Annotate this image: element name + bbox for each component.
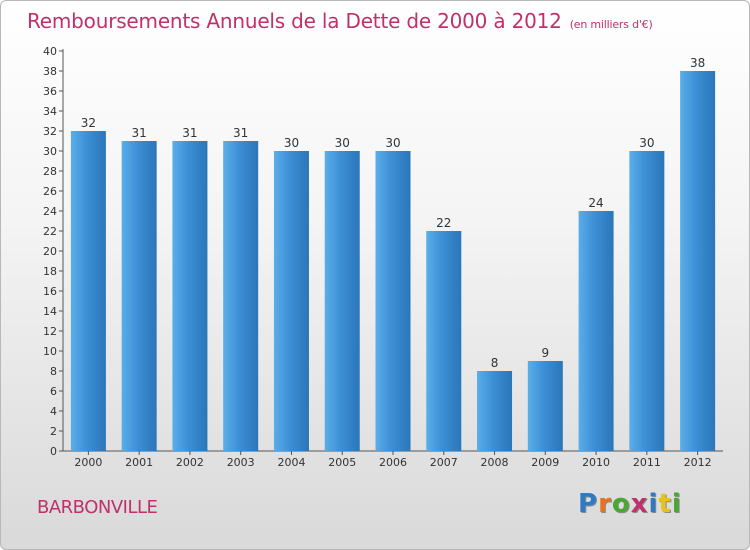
y-tick-label: 18 — [43, 265, 57, 278]
chart-subtitle: (en milliers d'€) — [569, 18, 653, 31]
x-tick-label: 2003 — [227, 456, 255, 469]
bar — [273, 151, 309, 451]
y-tick-label: 2 — [50, 425, 57, 438]
chart-labels: 2000 32 2001 31 2002 31 2003 31 2004 30 2005 30 2006… — [74, 56, 711, 469]
bar — [527, 361, 563, 451]
bar — [172, 141, 208, 451]
chart-title-text: Remboursements Annuels de la Dette de 20… — [27, 9, 562, 33]
y-tick-label: 0 — [50, 445, 57, 458]
y-tick-label: 14 — [43, 305, 57, 318]
x-tick-label: 2012 — [684, 456, 712, 469]
data-label: 31 — [132, 126, 147, 140]
y-tick-label: 32 — [43, 125, 57, 138]
x-tick-label: 2001 — [125, 456, 153, 469]
y-tick-label: 4 — [50, 405, 57, 418]
bar — [426, 231, 462, 451]
y-tick-label: 36 — [43, 85, 57, 98]
y-tick-label: 34 — [43, 105, 57, 118]
bar — [375, 151, 411, 451]
x-tick-label: 2007 — [430, 456, 458, 469]
y-tick-label: 12 — [43, 325, 57, 338]
data-label: 24 — [588, 196, 603, 210]
y-tick-label: 8 — [50, 365, 57, 378]
y-tick-label: 6 — [50, 385, 57, 398]
data-label: 30 — [385, 136, 400, 150]
logo-letter: x — [630, 489, 649, 519]
y-tick-label: 38 — [43, 65, 57, 78]
bar — [223, 141, 259, 451]
x-tick-label: 2008 — [481, 456, 509, 469]
proxiti-logo: Proxiti — [578, 489, 682, 519]
data-label: 31 — [233, 126, 248, 140]
data-label: 38 — [690, 56, 705, 70]
y-tick-label: 22 — [43, 225, 57, 238]
bar — [477, 371, 513, 451]
chart-bars — [70, 71, 716, 451]
x-tick-label: 2005 — [328, 456, 356, 469]
bar — [70, 131, 106, 451]
bar — [324, 151, 360, 451]
y-tick-label: 16 — [43, 285, 57, 298]
bar — [121, 141, 157, 451]
commune-name: BARBONVILLE — [37, 497, 158, 518]
y-tick-label: 10 — [43, 345, 57, 358]
y-tick-label: 28 — [43, 165, 57, 178]
x-tick-label: 2010 — [582, 456, 610, 469]
data-label: 30 — [335, 136, 350, 150]
data-label: 31 — [182, 126, 197, 140]
x-tick-label: 2009 — [531, 456, 559, 469]
logo-letter: r — [598, 489, 612, 519]
x-tick-label: 2006 — [379, 456, 407, 469]
data-label: 30 — [284, 136, 299, 150]
data-label: 22 — [436, 216, 451, 230]
bar — [680, 71, 716, 451]
y-tick-label: 24 — [43, 205, 57, 218]
logo-letter: i — [648, 489, 659, 519]
logo-letter: i — [671, 489, 682, 519]
x-tick-label: 2011 — [633, 456, 661, 469]
data-label: 9 — [541, 346, 549, 360]
x-tick-label: 2004 — [277, 456, 305, 469]
logo-letter: t — [658, 489, 672, 519]
chart-title: Remboursements Annuels de la Dette de 20… — [27, 9, 653, 33]
y-tick-label: 20 — [43, 245, 57, 258]
logo-letter: o — [611, 489, 631, 519]
y-tick-label: 30 — [43, 145, 57, 158]
x-tick-label: 2000 — [74, 456, 102, 469]
data-label: 32 — [81, 116, 96, 130]
x-tick-label: 2002 — [176, 456, 204, 469]
y-tick-label: 26 — [43, 185, 57, 198]
bar — [629, 151, 665, 451]
logo-letter: P — [578, 489, 599, 519]
y-tick-label: 40 — [43, 45, 57, 58]
data-label: 30 — [639, 136, 654, 150]
data-label: 8 — [491, 356, 499, 370]
bar — [578, 211, 614, 451]
